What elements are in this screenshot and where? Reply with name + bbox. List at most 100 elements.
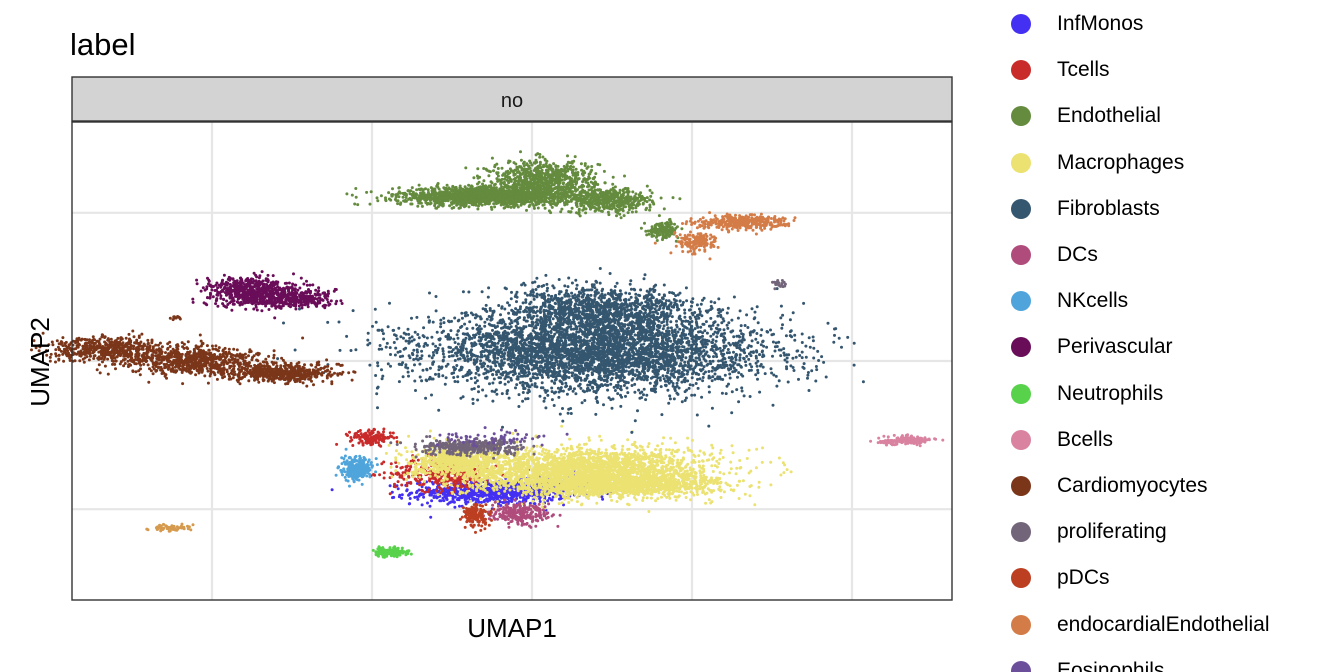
point <box>511 492 514 496</box>
point <box>518 186 522 190</box>
point <box>548 201 551 205</box>
point <box>590 165 594 168</box>
point <box>376 199 380 203</box>
point <box>520 493 524 497</box>
point <box>647 442 651 446</box>
point <box>436 493 440 497</box>
point <box>396 480 400 484</box>
point <box>588 172 592 176</box>
point <box>531 202 535 206</box>
point <box>571 171 574 174</box>
point <box>390 194 394 198</box>
point <box>487 195 491 198</box>
point <box>424 201 428 205</box>
point <box>396 202 400 206</box>
point <box>493 205 497 209</box>
point <box>362 434 365 438</box>
point <box>400 483 404 487</box>
point <box>525 208 528 212</box>
point <box>671 227 675 231</box>
point <box>421 194 425 198</box>
point <box>667 233 671 237</box>
point <box>601 199 605 203</box>
point <box>375 196 379 200</box>
point <box>538 155 542 159</box>
point <box>448 204 452 208</box>
point <box>522 162 525 165</box>
point <box>418 475 422 479</box>
point <box>421 489 425 493</box>
point <box>481 193 485 197</box>
point <box>611 175 615 179</box>
point <box>405 481 409 485</box>
point <box>361 442 365 445</box>
point <box>563 169 567 173</box>
point <box>623 197 627 201</box>
point <box>593 175 597 179</box>
point <box>664 235 668 239</box>
point <box>582 184 586 188</box>
point <box>620 448 624 452</box>
point <box>545 164 549 168</box>
point <box>661 236 665 240</box>
point <box>599 438 603 442</box>
point <box>500 177 504 181</box>
point <box>586 165 590 169</box>
point <box>492 169 495 173</box>
point <box>461 204 465 207</box>
point <box>584 211 588 215</box>
point <box>507 188 511 192</box>
point <box>441 492 445 496</box>
point <box>574 167 578 171</box>
point <box>453 490 457 493</box>
point <box>335 442 339 446</box>
point <box>509 178 513 182</box>
point <box>543 189 547 193</box>
point <box>560 443 564 447</box>
point <box>404 198 407 202</box>
point <box>368 433 372 437</box>
point <box>570 206 574 210</box>
point <box>366 438 369 441</box>
point <box>638 199 642 203</box>
point <box>458 206 462 210</box>
point <box>557 193 561 197</box>
point <box>492 491 496 495</box>
point <box>437 485 441 489</box>
point <box>633 449 637 453</box>
point <box>543 157 547 161</box>
point <box>435 184 439 188</box>
point <box>485 202 489 206</box>
point <box>350 193 354 197</box>
point <box>501 501 505 504</box>
point <box>470 490 474 494</box>
point <box>509 169 513 172</box>
point <box>424 187 427 191</box>
point <box>518 198 522 202</box>
point <box>542 176 546 180</box>
point <box>330 488 334 492</box>
point <box>673 222 676 226</box>
point <box>493 194 496 198</box>
point <box>628 203 632 207</box>
point <box>590 190 594 194</box>
point <box>464 203 468 207</box>
point <box>487 494 491 498</box>
point <box>631 206 635 210</box>
point <box>441 195 445 199</box>
point <box>619 216 623 220</box>
point <box>445 497 448 501</box>
point <box>502 191 506 195</box>
point <box>357 441 361 445</box>
point <box>543 200 547 204</box>
point <box>538 160 542 164</box>
point <box>395 465 399 469</box>
point <box>410 202 414 206</box>
point <box>417 183 421 187</box>
point <box>358 437 362 441</box>
point <box>442 186 446 190</box>
point <box>556 186 560 190</box>
point <box>479 186 483 190</box>
point <box>437 201 441 205</box>
point <box>551 495 555 499</box>
